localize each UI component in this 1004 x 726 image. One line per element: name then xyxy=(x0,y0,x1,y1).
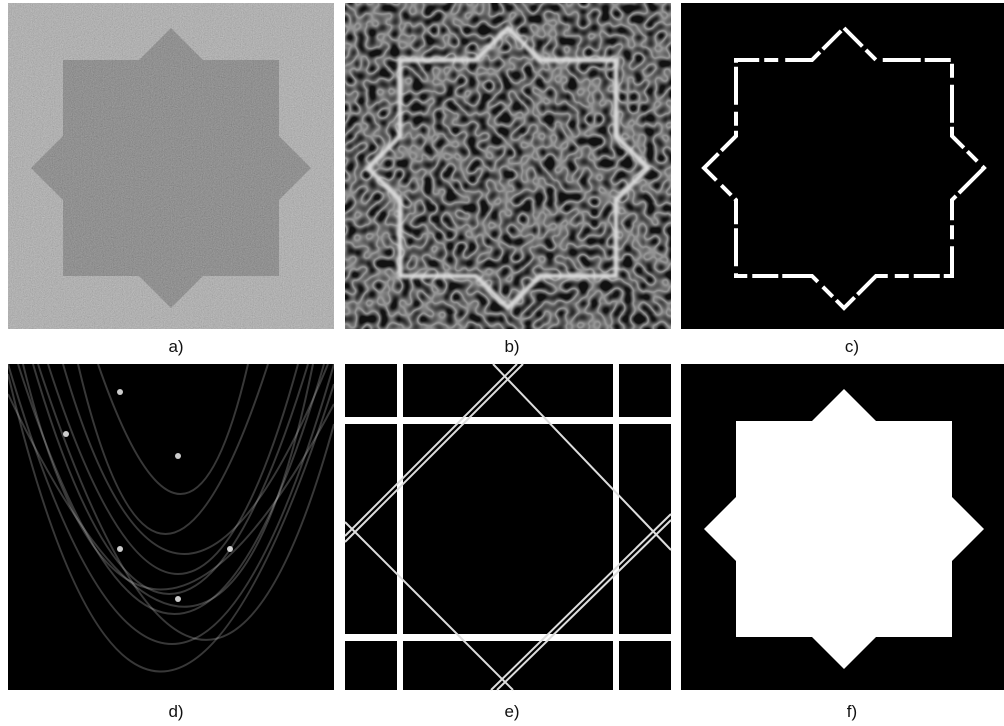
peak xyxy=(175,453,181,459)
line xyxy=(345,634,671,641)
panel-label: f) xyxy=(847,702,857,721)
panel-label: c) xyxy=(845,337,859,356)
peak xyxy=(63,431,69,437)
panel-e xyxy=(345,364,671,690)
panel-label: a) xyxy=(168,337,183,356)
panel-a xyxy=(8,3,334,329)
peak xyxy=(175,596,181,602)
star-region xyxy=(704,389,984,669)
line xyxy=(613,364,619,690)
peak xyxy=(117,546,123,552)
panel-b xyxy=(345,3,671,329)
noise xyxy=(8,3,334,329)
panel-label: e) xyxy=(504,702,519,721)
panel-label: b) xyxy=(504,337,519,356)
texture xyxy=(345,3,671,329)
background xyxy=(681,3,1004,329)
panel-c xyxy=(681,3,1004,329)
peak xyxy=(227,546,233,552)
panel-d xyxy=(8,364,334,690)
background xyxy=(345,364,671,690)
line xyxy=(397,364,403,690)
background xyxy=(8,364,334,690)
figure: a) b) c) d) e) f) xyxy=(0,0,1004,726)
panel-f xyxy=(681,364,1004,690)
peak xyxy=(117,389,123,395)
panel-label: d) xyxy=(168,702,183,721)
line xyxy=(345,417,671,424)
